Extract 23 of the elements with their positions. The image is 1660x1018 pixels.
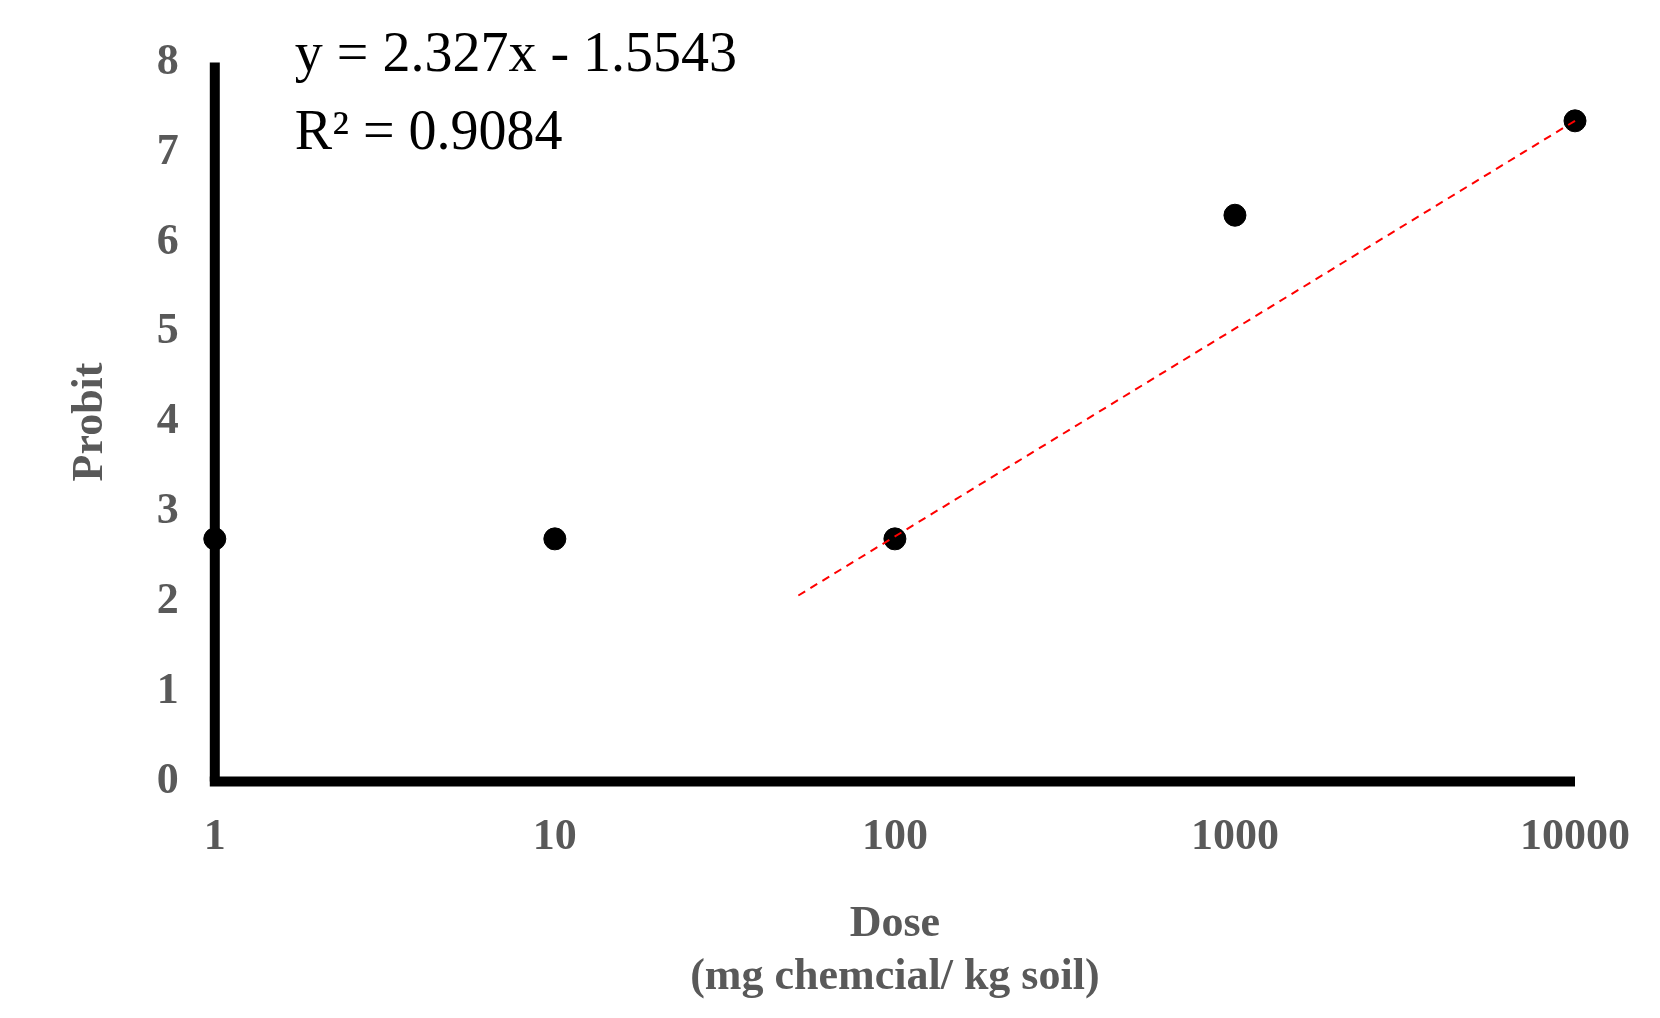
x-tick-label: 10	[532, 810, 577, 860]
y-tick-label: 4	[156, 394, 179, 444]
y-tick-label: 1	[156, 664, 179, 714]
point	[1223, 203, 1247, 227]
annotation: R² = 0.9084	[294, 98, 563, 161]
point	[883, 527, 907, 551]
x-tick-label: 10000	[1520, 810, 1630, 860]
x-tick-label: 100	[861, 810, 928, 860]
point	[543, 527, 567, 551]
y-tick-label: 2	[156, 574, 179, 624]
y-tick-label: 0	[156, 753, 179, 803]
x-tick-label: 1	[203, 810, 226, 860]
y-tick-label: 7	[156, 124, 179, 174]
x-tick-label: 1000	[1190, 810, 1279, 860]
y-axis-title: Probit	[62, 362, 112, 482]
y-tick-label: 5	[156, 304, 179, 354]
x-axis-title: Dose (mg chemcial/ kg soil)	[690, 897, 1100, 999]
point	[203, 527, 227, 551]
y-tick-label: 6	[156, 214, 179, 264]
y-tick-label: 3	[156, 484, 179, 534]
y-tick-label: 8	[156, 34, 179, 84]
annotation: y = 2.327x - 1.5543	[294, 20, 738, 83]
point	[1563, 109, 1587, 133]
